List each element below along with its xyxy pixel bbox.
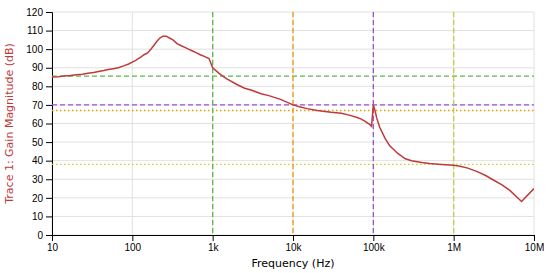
data-layer (52, 12, 534, 235)
x-tick: 10 (47, 235, 59, 253)
reference-vline (453, 12, 454, 235)
x-axis-title: Frequency (Hz) (252, 257, 335, 270)
y-tick-mark (46, 161, 52, 162)
plot: 10 100 1k 10k 100k 1M 10M 0 10 20 30 40 50 60 70 80 90 10… (26, 7, 544, 253)
y-tick-mark (46, 179, 52, 180)
x-axis: 10 100 1k 10k 100k 1M 10M (47, 235, 544, 253)
x-tick-mark (534, 235, 535, 241)
grid (52, 12, 534, 235)
x-axis-domain (53, 236, 535, 242)
x-tick-label: 1M (447, 242, 461, 253)
x-tick: 100 (124, 235, 141, 253)
y-axis: 0 10 20 30 40 50 60 70 80 90 100 110 120 (26, 7, 52, 241)
y-tick-mark (46, 49, 52, 50)
y-tick-label: 70 (32, 100, 44, 111)
y-tick-mark (46, 142, 52, 143)
y-tick-mark (46, 105, 52, 106)
y-tick-label: 40 (32, 155, 44, 166)
y-grid-line (52, 123, 534, 124)
reference-vline (212, 12, 213, 235)
y-tick-label: 80 (32, 81, 44, 92)
x-tick-mark (213, 235, 214, 241)
x-tick-label: 10M (525, 242, 544, 253)
y-axis-title: Trace 1: Gain Magnitude (dB) (3, 43, 16, 205)
x-tick: 10k (285, 235, 302, 253)
x-tick-label: 10 (47, 242, 59, 253)
y-tick-label: 0 (37, 230, 43, 241)
y-tick-label: 60 (32, 118, 44, 129)
y-axis-domain (46, 13, 53, 236)
y-tick-mark (46, 235, 52, 236)
x-tick: 1k (208, 235, 220, 253)
y-tick-label: 90 (32, 62, 44, 73)
x-tick-label: 10k (285, 242, 302, 253)
x-tick-mark (454, 235, 455, 241)
x-tick-label: 100k (363, 242, 386, 253)
curve (52, 36, 534, 201)
y-tick-mark (46, 86, 52, 87)
y-tick: 100 (26, 44, 52, 55)
y-tick-label: 20 (32, 193, 44, 204)
y-tick-label: 10 (32, 211, 44, 222)
y-tick-mark (46, 216, 52, 217)
y-tick: 90 (32, 62, 52, 73)
y-tick-label: 110 (27, 25, 43, 36)
y-tick-label: 100 (26, 44, 43, 55)
y-tick: 50 (32, 137, 52, 148)
y-tick: 40 (32, 155, 52, 166)
x-tick-label: 1k (208, 242, 220, 253)
chart: 10 100 1k 10k 100k 1M 10M 0 10 20 30 40 50 60 70 80 90 10… (0, 0, 552, 273)
y-tick-mark (46, 12, 52, 13)
y-grid-line (52, 179, 534, 180)
y-tick-label: 120 (26, 7, 43, 18)
y-tick-mark (46, 124, 52, 125)
y-tick: 10 (32, 211, 52, 222)
y-tick: 70 (32, 100, 52, 111)
y-tick: 110 (27, 25, 52, 36)
y-tick: 80 (32, 81, 52, 92)
y-tick-label: 30 (32, 174, 44, 185)
reference-vline (373, 12, 374, 235)
x-tick-mark (132, 235, 133, 241)
x-tick-mark (293, 235, 294, 241)
x-tick-label: 100 (124, 242, 141, 253)
y-tick: 120 (26, 7, 52, 18)
y-tick-mark (46, 68, 52, 69)
y-tick: 0 (37, 230, 52, 241)
reference-vline (292, 12, 293, 235)
y-tick: 20 (32, 193, 52, 204)
x-tick-mark (373, 235, 374, 241)
y-tick: 60 (32, 118, 52, 129)
y-tick: 30 (32, 174, 52, 185)
x-tick: 10M (525, 235, 544, 253)
x-tick: 1M (447, 235, 461, 253)
y-tick-mark (46, 198, 52, 199)
x-tick: 100k (363, 235, 386, 253)
y-tick-mark (46, 31, 52, 32)
y-tick-label: 50 (32, 137, 44, 148)
